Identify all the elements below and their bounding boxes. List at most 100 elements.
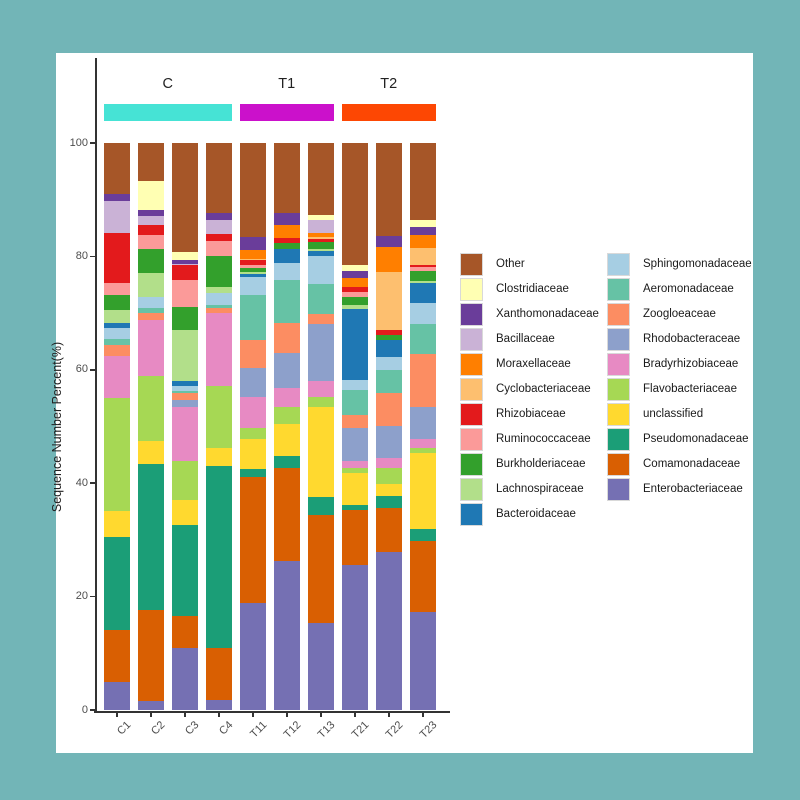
bar-segment-pseudomonadaceae [376, 496, 402, 509]
y-tick-label: 40 [75, 476, 88, 489]
bar-segment-zoogloeaceae [240, 340, 266, 369]
bar-segment-other [376, 143, 402, 237]
bar-segment-clostridiaceae [172, 251, 198, 261]
legend-swatch-pseudomonadaceae [607, 428, 630, 451]
bar-segment-enterobacteriaceae [206, 699, 232, 710]
bar-segment-sphingomonadaceae [206, 292, 232, 305]
legend-label-aeromonadaceae: Aeromonadaceae [643, 282, 734, 295]
bar-segment-burkholderiaceae [240, 268, 266, 273]
bar-segment-ruminococcaceae [104, 283, 130, 295]
x-tick-mark [354, 712, 356, 717]
bar-segment-ruminococcaceae [342, 291, 368, 297]
bar-c2 [138, 143, 164, 710]
bar-segment-other [308, 143, 334, 215]
legend-label-xanthomonadaceae: Xanthomonadaceae [496, 307, 599, 320]
bar-segment-burkholderiaceae [138, 248, 164, 274]
bar-segment-aeromonadaceae [342, 390, 368, 416]
bar-segment-xanthomonadaceae [240, 237, 266, 251]
bar-segment-moraxellaceae [342, 278, 368, 287]
bar-segment-zoogloeaceae [342, 415, 368, 429]
bar-segment-flavobacteriaceae [274, 407, 300, 425]
bar-t11 [240, 143, 266, 710]
x-tick-mark [184, 712, 186, 717]
bar-segment-enterobacteriaceae [376, 551, 402, 710]
bar-segment-enterobacteriaceae [138, 701, 164, 710]
bar-segment-zoogloeaceae [274, 322, 300, 353]
bar-segment-other [138, 143, 164, 182]
bar-segment-enterobacteriaceae [274, 561, 300, 710]
bar-segment-sphingomonadaceae [376, 356, 402, 370]
bar-segment-xanthomonadaceae [138, 209, 164, 217]
bar-segment-rhodobacteraceae [376, 426, 402, 458]
legend-label-bacteroidaceae: Bacteroidaceae [496, 507, 576, 520]
bar-segment-burkholderiaceae [206, 256, 232, 287]
bar-segment-rhizobiaceae [104, 232, 130, 284]
bar-segment-aeromonadaceae [138, 307, 164, 313]
bar-segment-burkholderiaceae [308, 242, 334, 250]
legend-swatch-comamonadaceae [607, 453, 630, 476]
legend-label-comamonadaceae: Comamonadaceae [643, 457, 741, 470]
bar-segment-bradyrhizobiaceae [342, 461, 368, 469]
bar-segment-flavobacteriaceae [138, 376, 164, 442]
legend-swatch-rhizobiaceae [460, 403, 483, 426]
bar-segment-pseudomonadaceae [274, 456, 300, 469]
bar-segment-rhizobiaceae [342, 286, 368, 292]
legend-label-sphingomonadaceae: Sphingomonadaceae [643, 257, 752, 270]
legend-swatch-clostridiaceae [460, 278, 483, 301]
bar-segment-xanthomonadaceae [342, 271, 368, 279]
bar-segment-aeromonadaceae [172, 391, 198, 394]
bar-segment-comamonadaceae [240, 477, 266, 604]
group-strip-t1 [240, 104, 334, 121]
bar-segment-xanthomonadaceae [206, 212, 232, 220]
bar-segment-pseudomonadaceae [206, 466, 232, 648]
y-tick-mark [90, 369, 95, 371]
legend-label-clostridiaceae: Clostridiaceae [496, 282, 569, 295]
bar-segment-aeromonadaceae [240, 295, 266, 341]
y-tick-mark [90, 595, 95, 598]
legend-swatch-aeromonadaceae [607, 278, 630, 301]
bar-segment-bradyrhizobiaceae [138, 319, 164, 377]
legend-swatch-cyclobacteriaceae [460, 378, 483, 401]
bar-segment-cyclobacteriaceae [240, 258, 266, 261]
bar-segment-xanthomonadaceae [172, 260, 198, 264]
bar-segment-bacteroidaceae [104, 322, 130, 328]
bar-segment-enterobacteriaceae [240, 603, 266, 710]
legend-label-ruminococcaceae: Ruminococcaceae [496, 432, 591, 445]
bar-segment-flavobacteriaceae [410, 447, 436, 453]
bar-segment-cyclobacteriaceae [308, 236, 334, 239]
bar-segment-pseudomonadaceae [240, 468, 266, 478]
bar-segment-bacillaceae [308, 219, 334, 233]
bar-segment-sphingomonadaceae [308, 256, 334, 285]
bar-segment-comamonadaceae [172, 616, 198, 648]
legend-swatch-zoogloeaceae [607, 303, 630, 326]
bar-segment-comamonadaceae [138, 609, 164, 702]
bar-segment-burkholderiaceae [104, 294, 130, 310]
x-tick-mark [218, 712, 220, 717]
bar-segment-zoogloeaceae [104, 344, 130, 357]
bar-segment-enterobacteriaceae [172, 647, 198, 710]
bar-segment-moraxellaceae [274, 225, 300, 239]
bar-segment-aeromonadaceae [206, 304, 232, 308]
bar-segment-bacteroidaceae [410, 283, 436, 303]
bar-segment-xanthomonadaceae [376, 236, 402, 247]
bar-segment-sphingomonadaceae [172, 386, 198, 392]
bar-segment-unclassified [410, 452, 436, 529]
bar-segment-sphingomonadaceae [274, 263, 300, 280]
bar-segment-comamonadaceae [206, 648, 232, 700]
bar-t13 [308, 143, 334, 710]
bar-segment-bacteroidaceae [342, 308, 368, 381]
bar-t12 [274, 143, 300, 710]
bar-segment-rhodobacteraceae [342, 428, 368, 462]
bar-segment-unclassified [342, 473, 368, 506]
bar-segment-burkholderiaceae [274, 243, 300, 249]
bar-segment-bacteroidaceae [376, 340, 402, 357]
bar-segment-bradyrhizobiaceae [376, 457, 402, 469]
x-tick-mark [150, 712, 152, 717]
bar-segment-other [104, 143, 130, 195]
bar-segment-aeromonadaceae [308, 284, 334, 315]
bar-segment-unclassified [240, 438, 266, 469]
bar-segment-bradyrhizobiaceae [308, 380, 334, 398]
legend-swatch-bradyrhizobiaceae [607, 353, 630, 376]
bar-segment-moraxellaceae [376, 246, 402, 272]
